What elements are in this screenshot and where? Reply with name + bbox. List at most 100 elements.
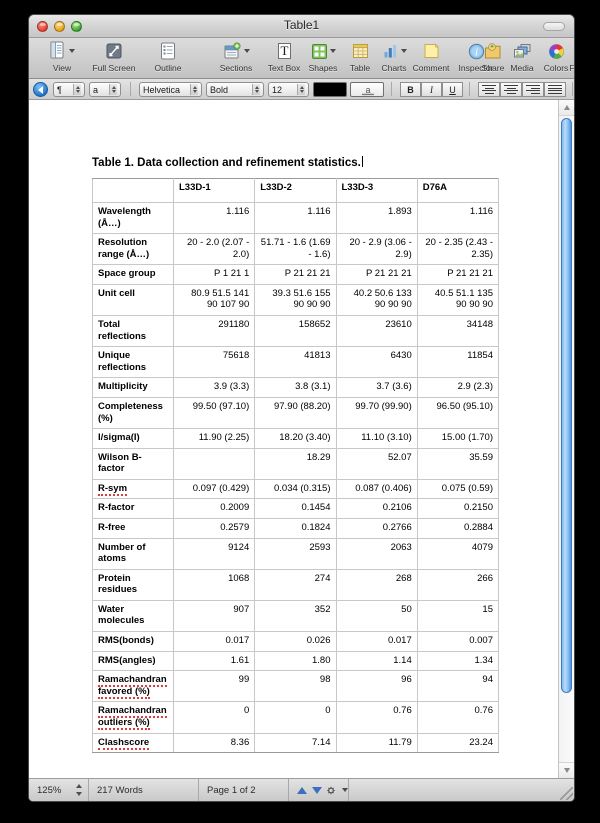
table-row-label: R-sym — [92, 478, 174, 500]
scroll-up-arrow[interactable] — [559, 100, 574, 116]
shapes-menu-caret[interactable] — [329, 49, 336, 53]
toolbar-button-text-box[interactable]: T Text Box — [257, 40, 311, 73]
window-resize-grip[interactable] — [560, 787, 573, 800]
navigator-button[interactable] — [33, 82, 48, 97]
next-page-button[interactable] — [312, 786, 322, 794]
toolbar-button-table[interactable]: Table — [333, 40, 387, 73]
table-row-label: Clashscore — [92, 732, 174, 754]
table-row: RMS(bonds) 0.017 0.026 0.017 0.007 — [92, 631, 500, 652]
table-row: I/sigma(I) 11.90 (2.25) 18.20 (3.40) 11.10 … — [92, 428, 500, 449]
minimize-window-button[interactable] — [54, 21, 65, 32]
toolbar-button-full-screen[interactable]: Full Screen — [87, 40, 141, 73]
misspelled-word: Ramachandran favored (%) — [98, 674, 167, 699]
align-center-button[interactable] — [500, 82, 522, 97]
toolbar-button-shapes[interactable]: Shapes — [296, 40, 350, 73]
close-window-button[interactable] — [37, 21, 48, 32]
toolbar-button-media[interactable]: Media — [495, 40, 549, 73]
table-row: Completeness (%) 99.50 (97.10) 97.90 (88.2… — [92, 396, 500, 430]
table-cell: 4079 — [416, 537, 500, 570]
text-box-icon: T — [257, 40, 311, 62]
scrollbar-thumb[interactable] — [561, 118, 572, 693]
table-cell: 94 — [416, 670, 500, 703]
text-color-swatch[interactable] — [313, 82, 347, 97]
toolbar-button-charts[interactable]: Charts — [367, 40, 421, 73]
toolbar-toggle-button[interactable] — [543, 22, 565, 31]
font-style-caret[interactable] — [252, 84, 260, 95]
table-header-row: L33D-1 L33D-2 L33D-3 D76A — [92, 178, 500, 203]
previous-page-button[interactable] — [297, 786, 307, 794]
toolbar-button-fonts[interactable]: A Fonts — [558, 40, 574, 73]
table-cell: 0.026 — [254, 631, 337, 652]
sections-menu-caret[interactable] — [243, 49, 250, 53]
font-size-caret[interactable] — [297, 84, 305, 95]
font-style-menu[interactable]: Bold — [206, 82, 264, 97]
italic-button[interactable]: I — [421, 82, 442, 97]
table-cell: 0.2009 — [172, 498, 256, 519]
table-cell: 50 — [335, 599, 418, 633]
table-cell: 158652 — [254, 315, 337, 348]
table-cell: 6430 — [335, 346, 418, 379]
table-cell: 907 — [172, 599, 256, 633]
word-count-value: 217 Words — [97, 784, 143, 796]
font-family-menu[interactable]: Helvetica — [139, 82, 202, 97]
table-row-label: Completeness (%) — [92, 396, 174, 430]
window-titlebar[interactable]: Table1 — [29, 15, 574, 38]
toolbar-button-sections[interactable]: Sections — [209, 40, 263, 73]
vertical-scrollbar[interactable] — [558, 100, 574, 778]
view-menu-caret[interactable] — [68, 49, 75, 53]
table-cell: P 21 21 21 — [254, 264, 337, 285]
charts-menu-caret[interactable] — [400, 49, 407, 53]
bold-button[interactable]: B — [400, 82, 421, 97]
toolbar-button-outline[interactable]: Outline — [141, 40, 195, 73]
toolbar-button-colors[interactable]: Colors — [529, 40, 574, 73]
status-gear-caret[interactable] — [342, 788, 348, 792]
statistics-table[interactable]: L33D-1 L33D-2 L33D-3 D76A Wavelength (Å…… — [92, 178, 500, 754]
character-style-caret[interactable] — [109, 84, 117, 95]
table-cell: 2593 — [254, 537, 337, 570]
zoom-window-button[interactable] — [71, 21, 82, 32]
gear-icon[interactable] — [327, 785, 335, 796]
table-cell: 7.14 — [254, 732, 337, 754]
text-background-swatch[interactable]: a — [350, 82, 384, 97]
font-family-caret[interactable] — [190, 84, 198, 95]
toolbar-button-inspector[interactable]: i Inspector — [444, 40, 508, 73]
table-row-label: R-free — [92, 517, 174, 539]
character-style-value: a — [93, 84, 99, 95]
font-style-value: Bold — [210, 84, 229, 95]
full-screen-icon — [87, 40, 141, 62]
toolbar-label-text-box: Text Box — [267, 63, 301, 73]
toolbar-button-comment[interactable]: Comment — [404, 40, 458, 73]
table-cell: 0.007 — [416, 631, 500, 652]
table-cell: 274 — [254, 568, 337, 601]
table-cell: P 21 21 21 — [416, 264, 500, 285]
zoom-stepper[interactable] — [75, 784, 83, 796]
align-right-button[interactable] — [522, 82, 544, 97]
table-cell: 1.116 — [172, 201, 256, 235]
table-row-label: Ramachandran favored (%) — [92, 670, 174, 703]
table-row: Wilson B-factor 18.29 52.07 35.59 — [92, 447, 500, 480]
misspelled-word: Ramachandran outliers (%) — [98, 705, 167, 730]
main-toolbar: View Full Screen Outline — [29, 38, 574, 79]
toolbar-button-view[interactable]: View — [35, 40, 89, 73]
font-size-field[interactable]: 12 — [268, 82, 309, 97]
table-row: Unit cell 80.9 51.5 141 90 107 90 39.3 51.… — [92, 283, 500, 317]
paragraph-style-caret[interactable] — [73, 84, 81, 95]
zoom-control[interactable]: 125% — [29, 779, 89, 801]
align-justify-button[interactable] — [544, 82, 566, 97]
toolbar-button-share[interactable]: Share — [466, 40, 520, 73]
underline-button[interactable]: U — [442, 82, 463, 97]
table-cell: 0.2579 — [172, 517, 256, 539]
table-cell: 0.76 — [335, 701, 418, 734]
sections-icon — [209, 40, 263, 62]
scroll-down-arrow[interactable] — [559, 762, 574, 778]
table-cell: 15 — [416, 599, 500, 633]
align-left-button[interactable] — [478, 82, 500, 97]
table-cell: 1.893 — [335, 201, 418, 235]
page-nav-controls[interactable] — [289, 779, 349, 801]
table-cell: 20 - 2.35 (2.43 - 2.35) — [416, 233, 500, 266]
table-row: Clashscore 8.36 7.14 11.79 23.24 — [92, 732, 500, 754]
page-1[interactable]: Table 1. Data collection and refinement … — [29, 100, 558, 778]
character-style-menu[interactable]: a — [89, 82, 121, 97]
paragraph-style-menu[interactable]: ¶ — [53, 82, 85, 97]
toolbar-label-sections: Sections — [219, 63, 253, 73]
